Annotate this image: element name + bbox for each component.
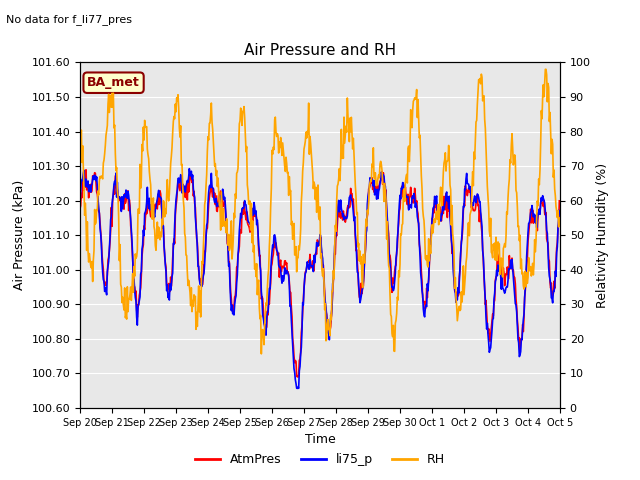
- Title: Air Pressure and RH: Air Pressure and RH: [244, 44, 396, 59]
- Text: No data for f_li77_pres: No data for f_li77_pres: [6, 14, 132, 25]
- Y-axis label: Air Pressure (kPa): Air Pressure (kPa): [13, 180, 26, 290]
- Text: BA_met: BA_met: [87, 76, 140, 89]
- Y-axis label: Relativity Humidity (%): Relativity Humidity (%): [596, 163, 609, 308]
- X-axis label: Time: Time: [305, 433, 335, 446]
- Legend: AtmPres, li75_p, RH: AtmPres, li75_p, RH: [190, 448, 450, 471]
